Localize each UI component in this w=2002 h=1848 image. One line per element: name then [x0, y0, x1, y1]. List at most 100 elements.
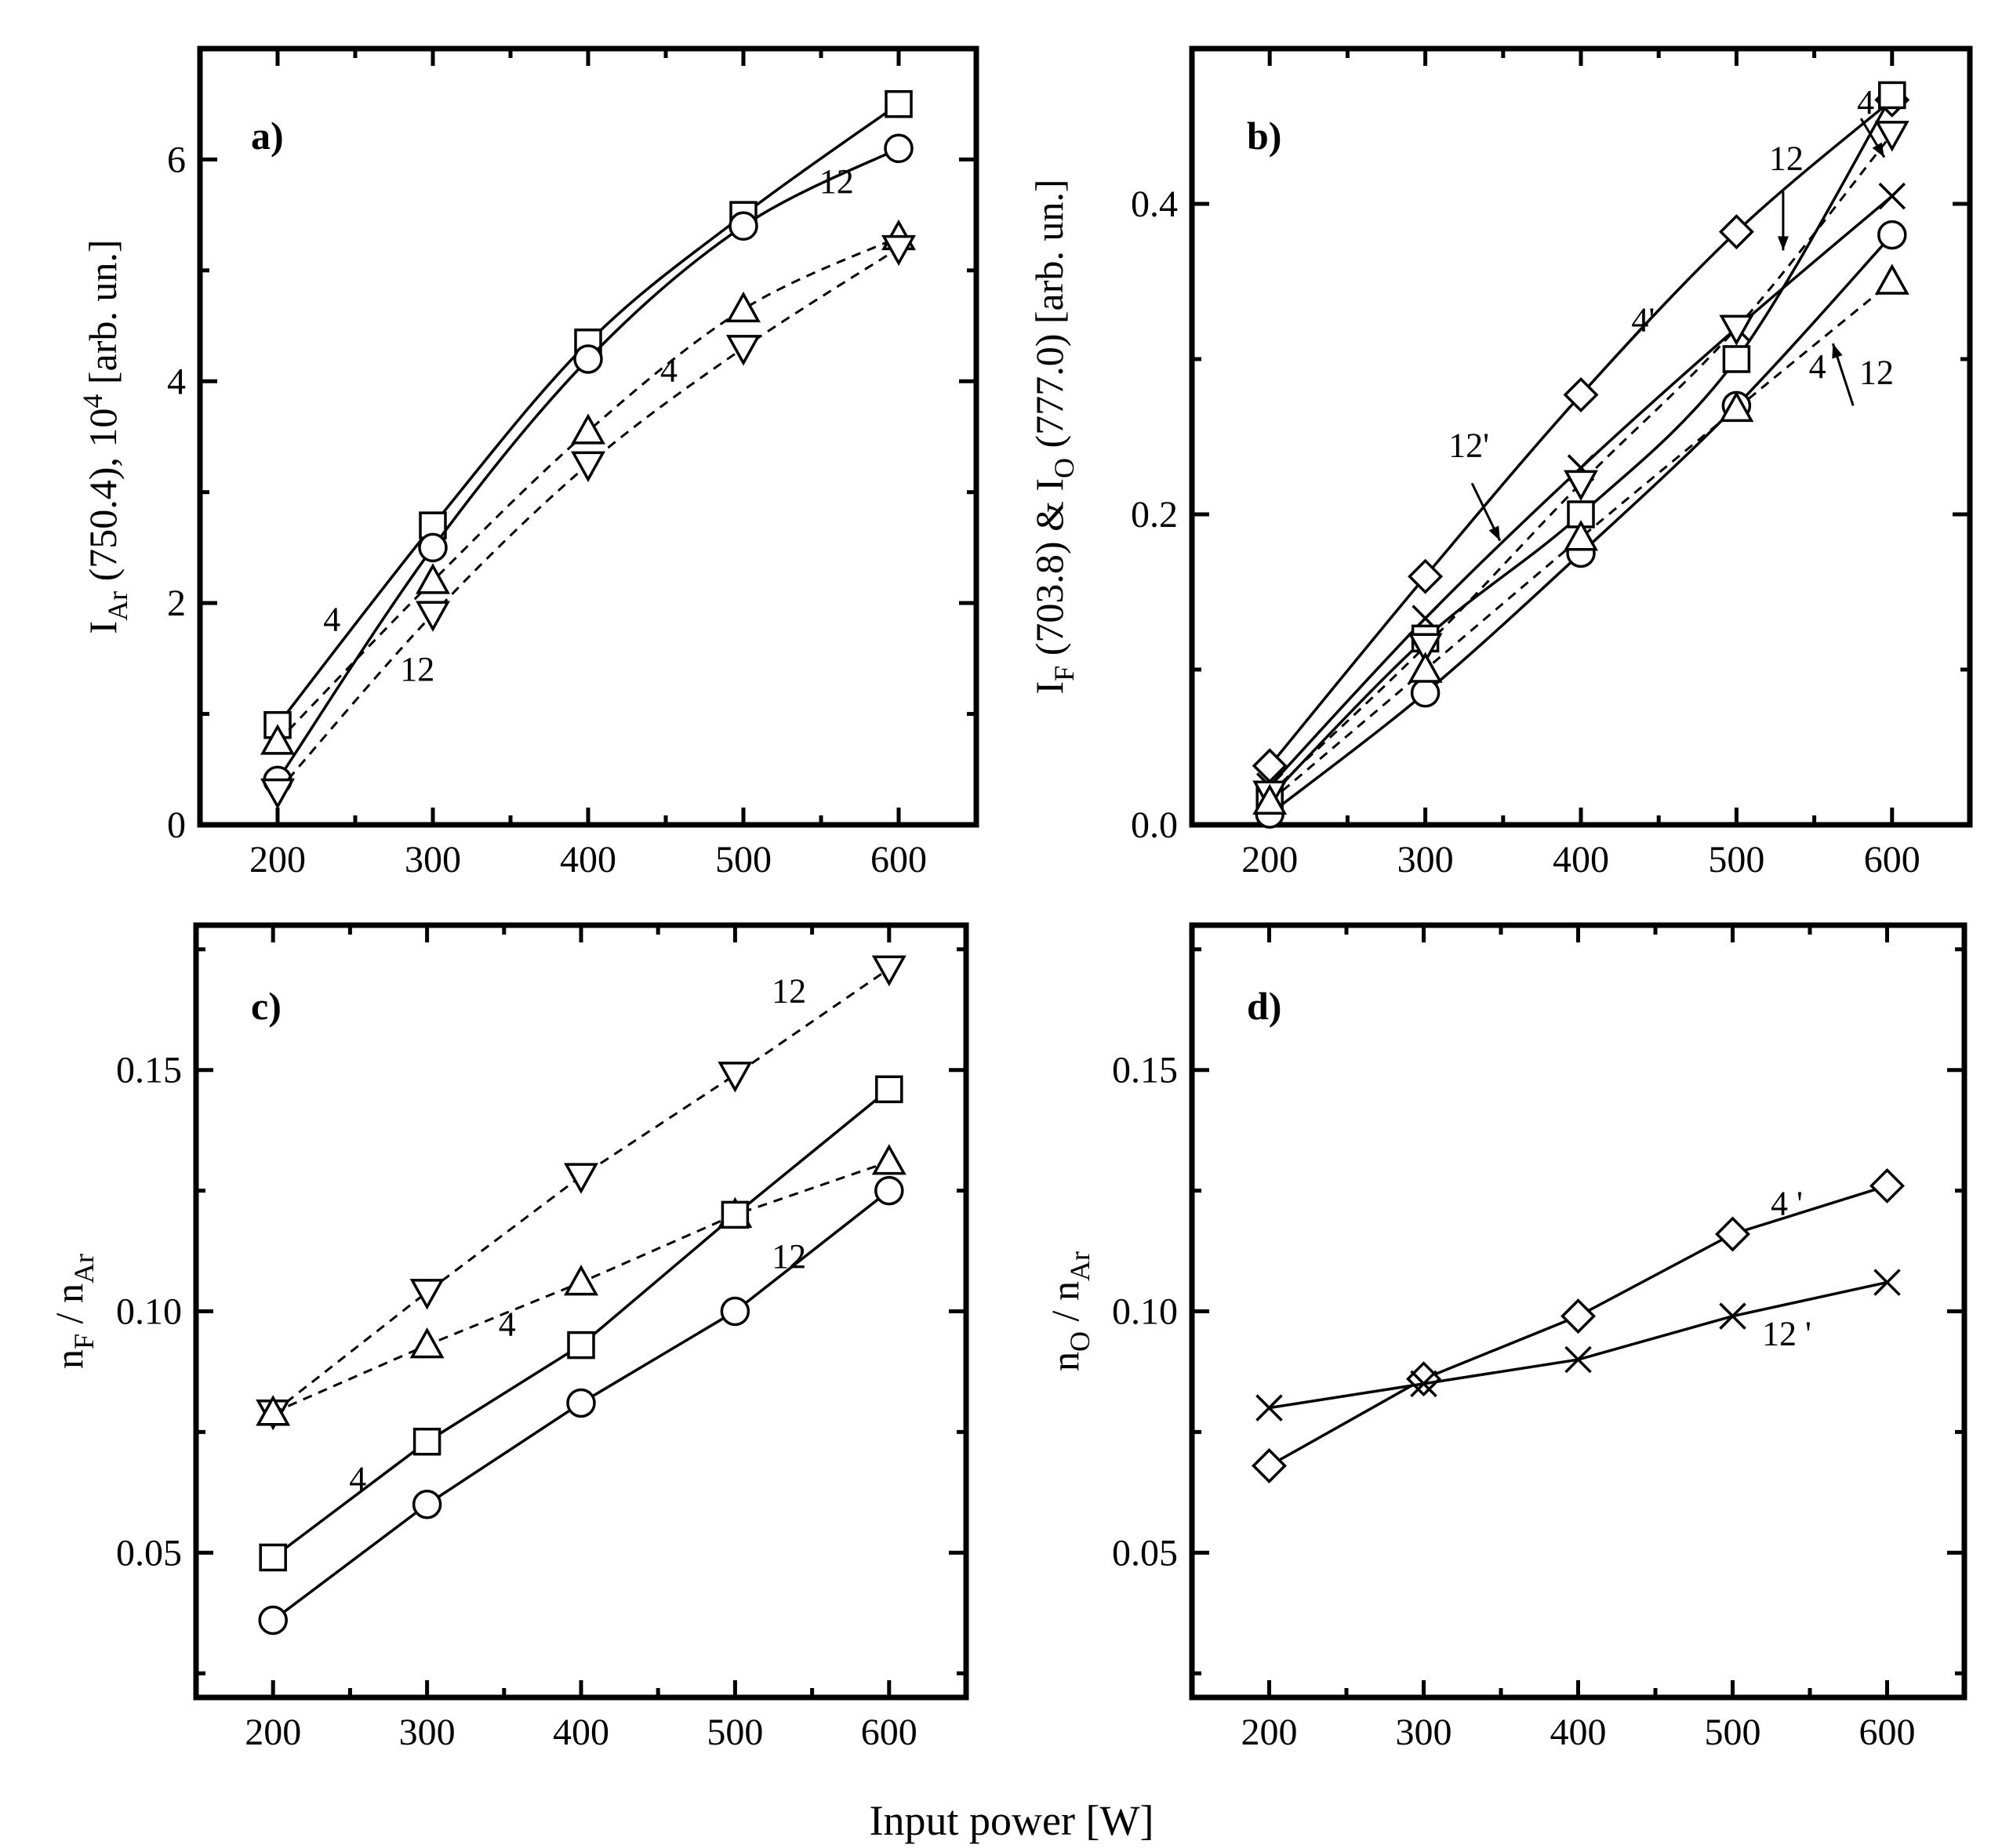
series-line: [276, 236, 899, 742]
data-point-diamond: [1252, 1448, 1287, 1483]
data-point-x: [1878, 182, 1906, 210]
y-tick-label: 0.2: [1131, 494, 1178, 536]
data-point-circle: [884, 133, 914, 164]
y-axis-label: nO / nAr: [1043, 1251, 1095, 1371]
curve-label: 4: [349, 1459, 366, 1498]
x-tick-label: 500: [715, 839, 772, 880]
x-tick-label: 600: [861, 1712, 917, 1753]
annotation-arrowhead: [1488, 525, 1500, 541]
data-point-triangle-up: [1719, 390, 1754, 423]
panel-c: 200 300 400 500 600 0.05 0.10 0.15 nF / nAr c) 12 4…: [47, 922, 969, 1753]
y-tick-label: 2: [167, 583, 186, 624]
annotation-arrowhead: [1832, 343, 1843, 359]
curve-label: 4 ': [1771, 1184, 1803, 1222]
data-point-circle: [566, 1388, 596, 1418]
data-point-square: [1878, 81, 1906, 110]
y-tick-label: 0.4: [1131, 183, 1178, 225]
y-tick-label: 0.0: [1131, 804, 1178, 846]
data-point-circle: [573, 344, 603, 374]
series-line: [272, 968, 890, 1414]
plot-frame: [193, 922, 969, 1701]
series-line: [1268, 94, 1894, 798]
data-point-triangle-down: [718, 1062, 753, 1093]
data-point-diamond: [1718, 214, 1754, 250]
data-point-diamond: [1715, 1216, 1750, 1252]
curve-label: 12': [1448, 427, 1489, 465]
y-tick-label: 0.05: [1112, 1532, 1178, 1574]
data-point-diamond: [1563, 377, 1599, 413]
curve-label: 4: [323, 601, 340, 639]
data-point-square: [1722, 345, 1751, 373]
x-tick-label: 400: [553, 1712, 609, 1753]
curve-label: 12 ': [1762, 1315, 1811, 1353]
x-tick-label: 600: [1864, 839, 1920, 880]
data-point-x: [1410, 1370, 1437, 1398]
data-point-diamond: [1408, 558, 1444, 594]
panel-label: a): [251, 114, 284, 158]
data-point-triangle-up: [256, 1395, 291, 1426]
data-point-triangle-down: [409, 1279, 445, 1310]
chart-panels: 200 300 400 500 600 0 2 4 6 IAr (750.4), 104 [arb…: [47, 45, 1973, 1753]
curve-label: 4: [660, 350, 678, 389]
data-point-triangle-down: [1874, 121, 1909, 152]
panel-label: d): [1247, 984, 1281, 1028]
data-point-square: [885, 89, 913, 118]
data-point-triangle-up: [416, 563, 450, 594]
curve-label: 4: [1809, 347, 1826, 386]
x-tick-label: 500: [707, 1712, 763, 1753]
x-tick-label: 600: [1859, 1712, 1916, 1753]
y-tick-label: 0: [167, 804, 186, 846]
x-tick-label: 200: [1241, 839, 1298, 880]
curve-label: 12: [1859, 354, 1894, 392]
curve-label: 12: [772, 1237, 806, 1276]
data-point-triangle-up: [564, 1264, 598, 1296]
data-point-circle: [874, 1175, 904, 1206]
x-tick-label: 200: [1241, 1712, 1298, 1753]
data-point-triangle-up: [1564, 520, 1598, 551]
data-point-circle: [1877, 220, 1907, 250]
data-point-square: [259, 1543, 287, 1572]
data-point-square: [721, 1200, 750, 1229]
curve-label: 4: [1857, 83, 1874, 122]
x-tick-label: 300: [1396, 1712, 1452, 1753]
panel-label: c): [251, 984, 282, 1028]
y-tick-label: 0.15: [1112, 1050, 1178, 1091]
x-tick-label: 600: [870, 839, 927, 880]
data-point-triangle-down: [1408, 633, 1443, 664]
data-point-circle: [728, 211, 758, 241]
data-point-triangle-down: [1564, 470, 1598, 501]
data-point-triangle-down: [260, 778, 295, 810]
y-tick-label: 0.15: [116, 1050, 182, 1091]
y-tick-label: 0.10: [116, 1291, 182, 1333]
data-point-triangle-up: [726, 291, 761, 323]
data-point-circle: [1410, 677, 1441, 708]
data-point-triangle-down: [871, 955, 907, 986]
y-axis-label: IF (703.8) & IO (777.0) [arb. un.]: [1027, 180, 1080, 695]
data-point-triangle-up: [571, 413, 605, 445]
curve-label: 12: [1769, 139, 1804, 177]
curve-label: 4: [499, 1305, 516, 1343]
x-tick-label: 300: [405, 839, 461, 880]
x-tick-label: 400: [560, 839, 616, 880]
x-tick-label: 400: [1553, 839, 1609, 880]
y-tick-label: 0.10: [1112, 1291, 1178, 1333]
data-point-diamond: [1869, 1167, 1905, 1204]
data-point-x: [1564, 1345, 1592, 1374]
data-point-circle: [258, 1605, 288, 1636]
curve-label: 12: [400, 650, 434, 688]
x-tick-label: 500: [1708, 839, 1764, 880]
series-line: [276, 147, 899, 782]
y-axis-label: IAr (750.4), 104 [arb. un.]: [77, 239, 133, 634]
series-line: [1269, 133, 1893, 795]
data-point-circle: [418, 532, 448, 563]
data-point-triangle-down: [416, 601, 450, 632]
common-x-axis-label: Input power [W]: [870, 1797, 1154, 1844]
data-point-triangle-down: [1719, 314, 1754, 346]
data-point-diamond: [1406, 1361, 1441, 1397]
data-point-triangle-up: [409, 1327, 445, 1359]
panel-label: b): [1247, 114, 1281, 158]
x-tick-label: 300: [1397, 839, 1454, 880]
series-line: [1268, 99, 1893, 767]
panel-a: 200 300 400 500 600 0 2 4 6 IAr (750.4), 104 [arb…: [77, 45, 979, 880]
